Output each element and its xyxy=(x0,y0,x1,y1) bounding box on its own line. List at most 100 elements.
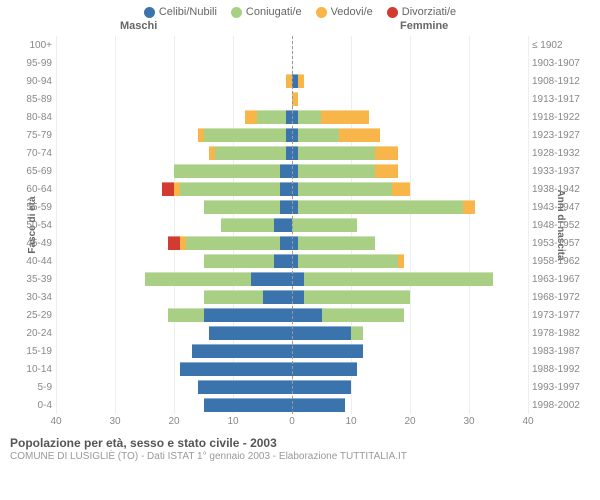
birth-label: 1948-1952 xyxy=(528,220,592,231)
bar-segment-c xyxy=(304,272,493,286)
bar-segment-c xyxy=(145,272,251,286)
age-row: 10-141988-1992 xyxy=(8,360,592,378)
age-row: 25-291973-1977 xyxy=(8,306,592,324)
bars-male xyxy=(56,38,292,52)
bars-female xyxy=(292,128,528,142)
bars-male xyxy=(56,128,292,142)
legend-item: Vedovi/e xyxy=(316,6,373,18)
bar-segment-s xyxy=(292,344,363,358)
bar-segment-s xyxy=(292,380,351,394)
bar-segment-s xyxy=(280,164,292,178)
bars-male xyxy=(56,290,292,304)
age-label: 45-49 xyxy=(8,238,56,249)
bar-segment-c xyxy=(298,146,375,160)
age-label: 40-44 xyxy=(8,256,56,267)
bar-segment-c xyxy=(168,308,203,322)
bars-female xyxy=(292,272,528,286)
age-row: 65-691933-1937 xyxy=(8,162,592,180)
bar-segment-c xyxy=(186,236,280,250)
bars-female xyxy=(292,182,528,196)
age-row: 20-24 1978-1982 xyxy=(8,324,592,342)
x-ticks: 40302010010203040 xyxy=(56,416,528,430)
legend-swatch xyxy=(316,7,327,18)
age-label: 55-59 xyxy=(8,202,56,213)
bar-segment-c xyxy=(204,254,275,268)
age-row: 75-791923-1927 xyxy=(8,126,592,144)
x-tick: 30 xyxy=(109,416,120,427)
bar-segment-c xyxy=(204,200,281,214)
bars-male xyxy=(56,236,292,250)
age-row: 85-89 1913-1917 xyxy=(8,90,592,108)
bar-segment-s xyxy=(274,218,292,232)
age-label: 100+ xyxy=(8,40,56,51)
age-label: 25-29 xyxy=(8,310,56,321)
bar-segment-c xyxy=(174,164,280,178)
bars-female xyxy=(292,92,528,106)
bars-female xyxy=(292,110,528,124)
age-label: 90-94 xyxy=(8,76,56,87)
bar-segment-s xyxy=(280,236,292,250)
age-label: 20-24 xyxy=(8,328,56,339)
bars-female xyxy=(292,38,528,52)
legend-item: Divorziati/e xyxy=(387,6,456,18)
bar-segment-w xyxy=(375,164,399,178)
bars-male xyxy=(56,308,292,322)
legend-label: Vedovi/e xyxy=(331,6,373,18)
bars-female xyxy=(292,380,528,394)
center-line xyxy=(292,36,293,414)
legend: Celibi/NubiliConiugati/eVedovi/eDivorzia… xyxy=(0,0,600,20)
bar-segment-c xyxy=(257,110,287,124)
chart-rows: 100+≤ 190295-991903-190790-941908-191285… xyxy=(8,36,592,414)
bar-segment-s xyxy=(198,380,292,394)
bar-segment-c xyxy=(204,128,287,142)
age-row: 90-941908-1912 xyxy=(8,72,592,90)
bar-segment-s xyxy=(280,182,292,196)
age-label: 15-19 xyxy=(8,346,56,357)
bar-segment-s xyxy=(292,362,357,376)
x-tick: 20 xyxy=(168,416,179,427)
bar-segment-c xyxy=(298,236,375,250)
bars-female xyxy=(292,164,528,178)
age-row: 15-191983-1987 xyxy=(8,342,592,360)
birth-label: 1928-1932 xyxy=(528,148,592,159)
x-tick: 20 xyxy=(404,416,415,427)
bars-male xyxy=(56,92,292,106)
bar-segment-c xyxy=(298,200,463,214)
birth-label: 1913-1917 xyxy=(528,94,592,105)
bar-segment-s xyxy=(274,254,292,268)
bars-male xyxy=(56,164,292,178)
x-tick: 40 xyxy=(50,416,61,427)
bars-female xyxy=(292,398,528,412)
bars-male xyxy=(56,272,292,286)
birth-label: 1918-1922 xyxy=(528,112,592,123)
bars-female xyxy=(292,254,528,268)
bars-male xyxy=(56,362,292,376)
bar-segment-s xyxy=(292,272,304,286)
bars-male xyxy=(56,182,292,196)
bar-segment-c xyxy=(215,146,286,160)
bars-female xyxy=(292,362,528,376)
birth-label: 1968-1972 xyxy=(528,292,592,303)
age-label: 85-89 xyxy=(8,94,56,105)
bar-segment-c xyxy=(298,164,375,178)
birth-label: 1938-1942 xyxy=(528,184,592,195)
birth-label: 1943-1947 xyxy=(528,202,592,213)
bar-segment-w xyxy=(339,128,380,142)
age-row: 30-34 1968-1972 xyxy=(8,288,592,306)
age-label: 30-34 xyxy=(8,292,56,303)
gender-header: Maschi Femmine xyxy=(0,20,600,36)
bars-male xyxy=(56,218,292,232)
birth-label: 1978-1982 xyxy=(528,328,592,339)
age-row: 55-59 1943-1947 xyxy=(8,198,592,216)
bar-segment-c xyxy=(298,254,398,268)
bars-male xyxy=(56,56,292,70)
age-label: 5-9 xyxy=(8,382,56,393)
age-label: 80-84 xyxy=(8,112,56,123)
bar-segment-s xyxy=(204,398,293,412)
bar-segment-c xyxy=(204,290,263,304)
bar-segment-s xyxy=(251,272,292,286)
footer-title: Popolazione per età, sesso e stato civil… xyxy=(10,436,590,450)
legend-swatch xyxy=(231,7,242,18)
bars-female xyxy=(292,290,528,304)
bars-male xyxy=(56,146,292,160)
